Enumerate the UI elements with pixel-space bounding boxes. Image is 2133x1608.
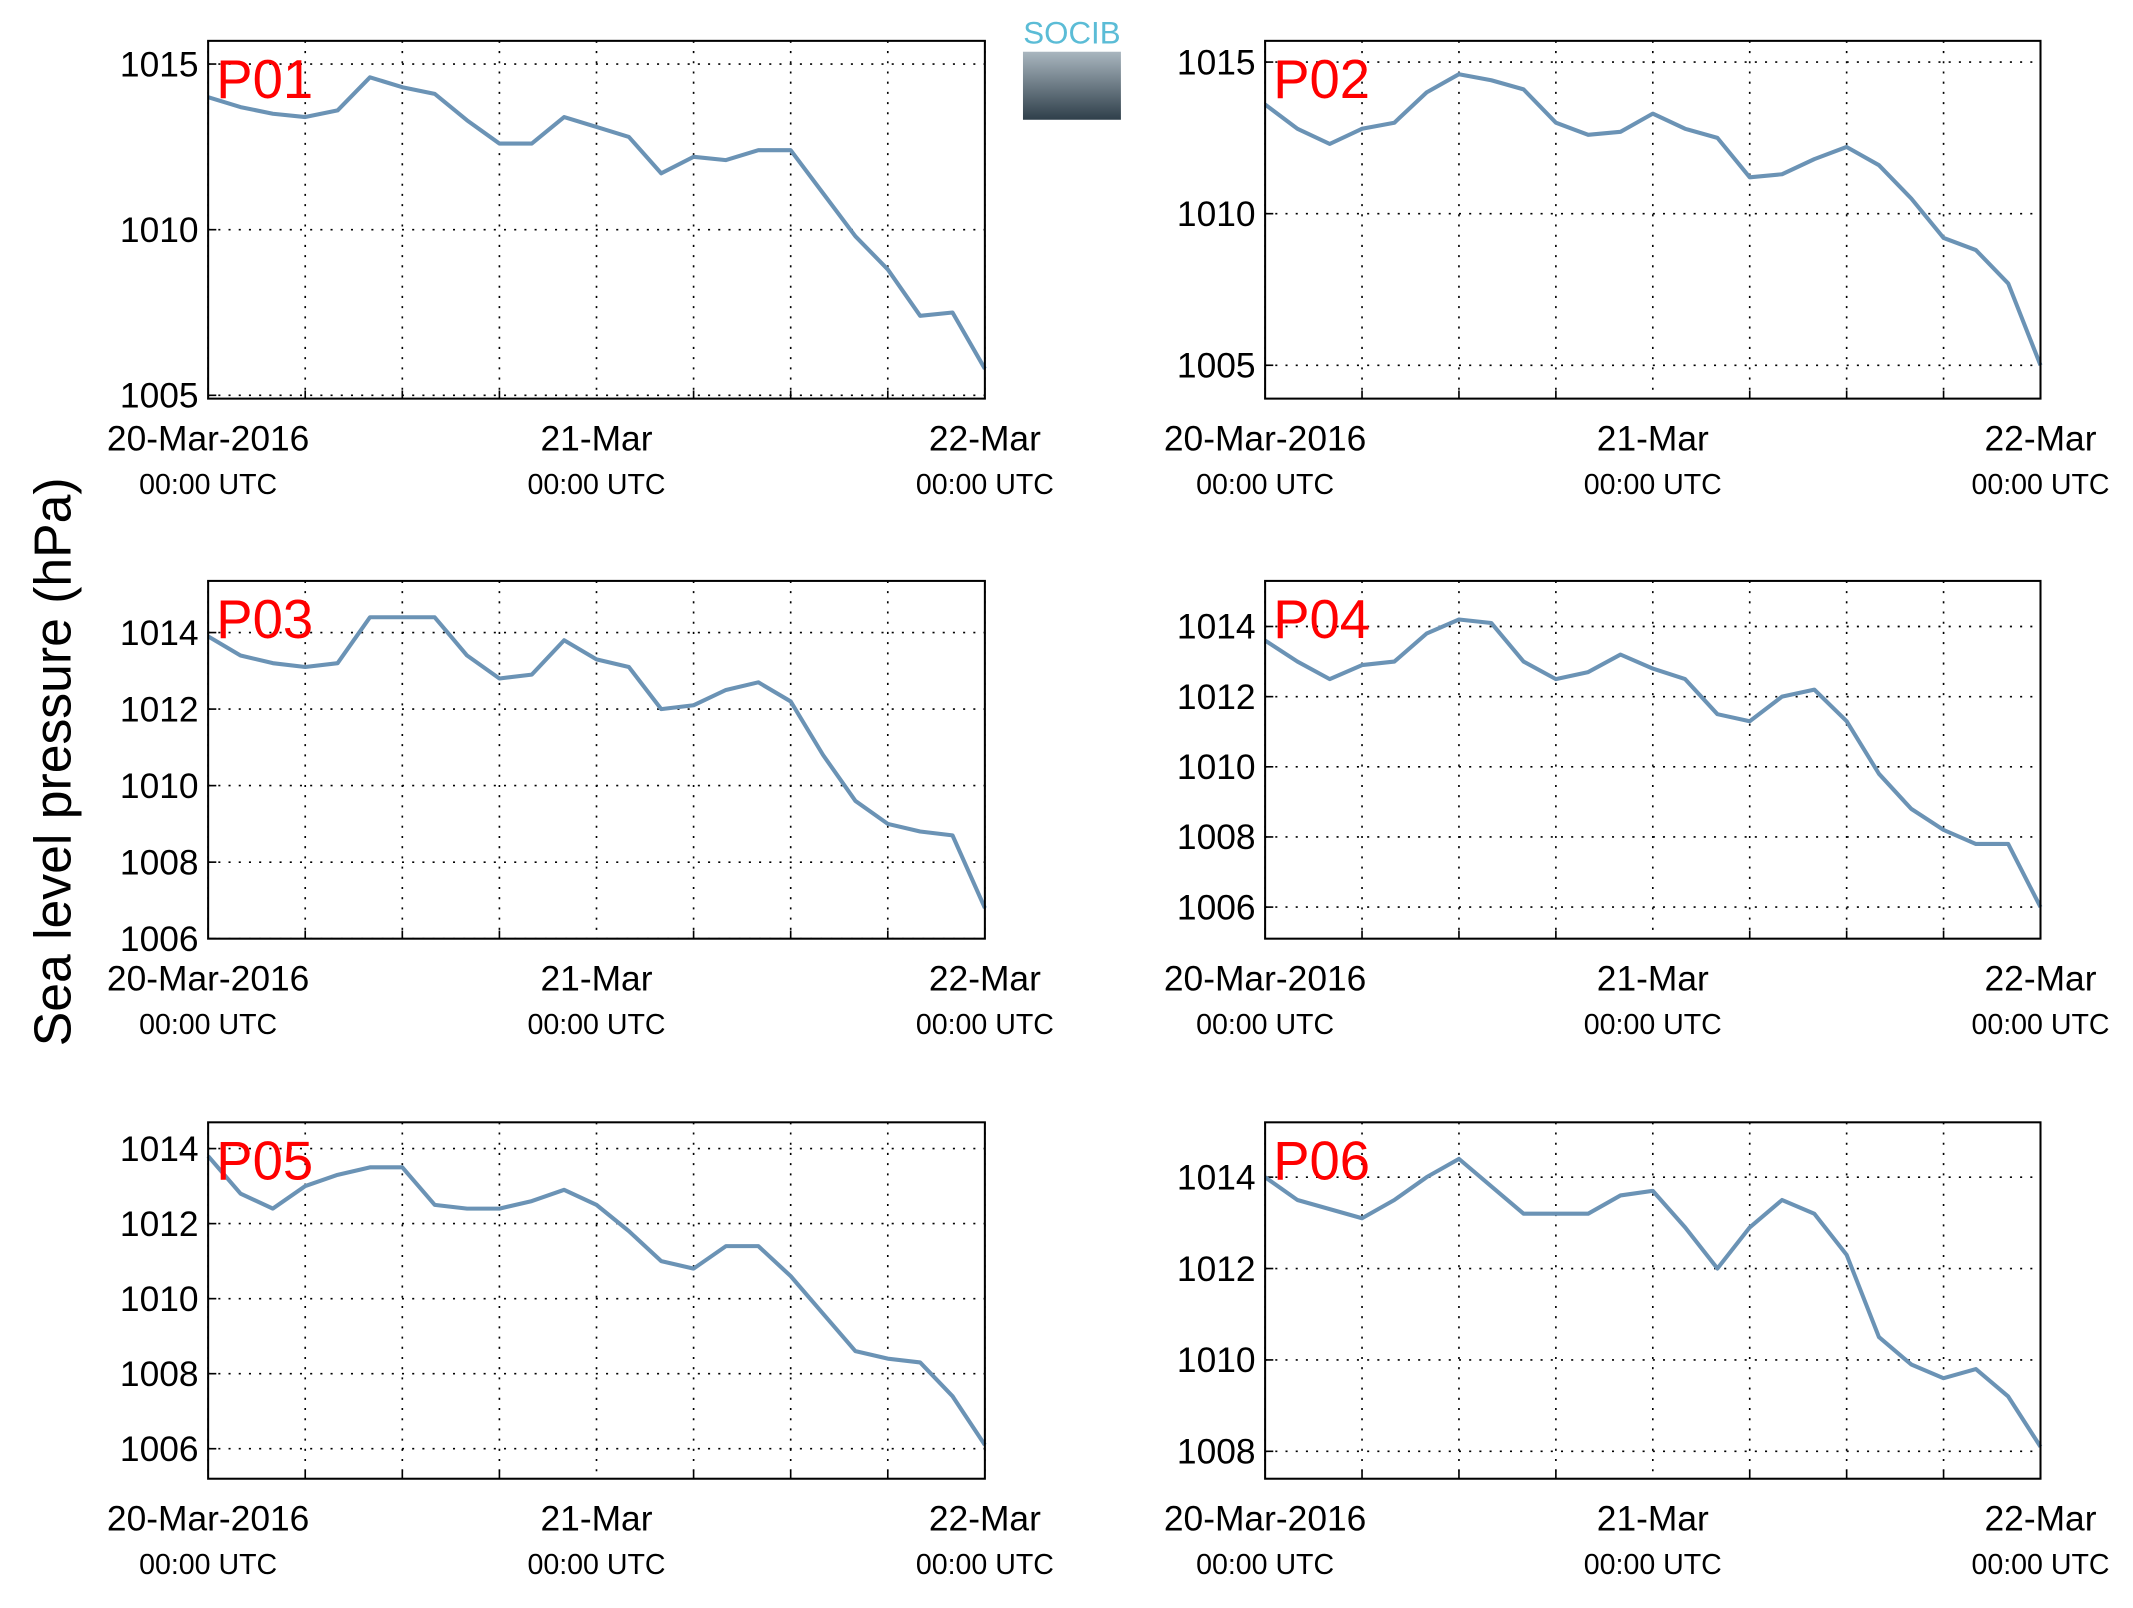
- y-tick-label: 1008: [1177, 1433, 1256, 1472]
- logo-text: SOCIB: [1023, 16, 1120, 51]
- plot-area: [208, 580, 985, 939]
- y-tick-label: 1014: [1177, 608, 1256, 647]
- x-tick-label: 20-Mar-2016: [107, 419, 309, 458]
- y-tick-label: 1010: [1177, 748, 1256, 787]
- plot-frame: [1264, 579, 2042, 940]
- panel-title: P06: [1273, 1130, 1370, 1191]
- pressure-line: [207, 75, 987, 370]
- plot-area: [208, 1122, 985, 1479]
- y-tick-label: 1010: [120, 767, 199, 806]
- x-tick-label: 21-Mar: [540, 419, 652, 458]
- x-tick-sublabel: 00:00 UTC: [1196, 1549, 1334, 1581]
- plot-area: [1265, 1122, 2041, 1479]
- pressure-line: [1263, 617, 2043, 909]
- y-tick-label: 1010: [120, 1280, 199, 1319]
- x-tick-sublabel: 00:00 UTC: [916, 1549, 1054, 1581]
- y-tick-label: 1005: [120, 377, 199, 416]
- panel-title: P05: [216, 1130, 313, 1191]
- plot-frame: [207, 579, 986, 940]
- x-tick-label: 21-Mar: [1597, 419, 1709, 458]
- y-tick-label: 1012: [120, 690, 199, 729]
- x-tick-label: 21-Mar: [1597, 1499, 1709, 1538]
- y-tick-label: 1012: [1177, 1250, 1256, 1289]
- x-tick-sublabel: 00:00 UTC: [1196, 469, 1334, 501]
- pressure-line: [1263, 1156, 2043, 1448]
- x-tick-label: 22-Mar: [1984, 959, 2096, 998]
- y-tick-label: 1010: [120, 211, 199, 250]
- x-tick-label: 22-Mar: [929, 959, 1041, 998]
- pressure-line: [1263, 72, 2043, 367]
- y-tick-label: 1008: [1177, 818, 1256, 857]
- y-tick-label: 1008: [120, 1355, 199, 1394]
- plot-area: [208, 40, 985, 399]
- y-tick-label: 1006: [120, 1430, 199, 1469]
- panel-title: P04: [1273, 589, 1370, 650]
- x-tick-sublabel: 00:00 UTC: [1584, 469, 1722, 501]
- x-tick-label: 22-Mar: [1984, 1499, 2096, 1538]
- plot-frame: [207, 1121, 986, 1480]
- x-tick-sublabel: 00:00 UTC: [139, 469, 277, 501]
- x-tick-sublabel: 00:00 UTC: [1971, 469, 2109, 501]
- plot-area: [1265, 40, 2041, 399]
- y-tick-label: 1006: [1177, 888, 1256, 927]
- x-tick-sublabel: 00:00 UTC: [139, 1009, 277, 1041]
- logo-box: [1022, 51, 1121, 120]
- x-tick-label: 20-Mar-2016: [1164, 419, 1366, 458]
- y-tick-label: 1005: [1177, 347, 1256, 386]
- x-tick-sublabel: 00:00 UTC: [916, 1009, 1054, 1041]
- x-tick-label: 20-Mar-2016: [1164, 1499, 1366, 1538]
- y-tick-label: 1015: [120, 45, 199, 84]
- y-tick-label: 1014: [120, 614, 199, 653]
- x-tick-sublabel: 00:00 UTC: [1584, 1009, 1722, 1041]
- y-axis-label: Sea level pressure (hPa): [24, 477, 82, 1046]
- y-tick-label: 1012: [1177, 678, 1256, 717]
- x-tick-sublabel: 00:00 UTC: [139, 1549, 277, 1581]
- x-tick-label: 20-Mar-2016: [107, 959, 309, 998]
- y-tick-label: 1014: [1177, 1158, 1256, 1197]
- x-tick-sublabel: 00:00 UTC: [527, 1009, 665, 1041]
- x-tick-label: 22-Mar: [1984, 419, 2096, 458]
- x-tick-label: 21-Mar: [540, 959, 652, 998]
- plot-area: [1265, 580, 2041, 939]
- x-tick-sublabel: 00:00 UTC: [1971, 1549, 2109, 1581]
- x-tick-sublabel: 00:00 UTC: [1196, 1009, 1334, 1041]
- x-tick-label: 22-Mar: [929, 419, 1041, 458]
- x-tick-label: 20-Mar-2016: [1164, 959, 1366, 998]
- pressure-line: [206, 1154, 987, 1447]
- y-tick-label: 1010: [1177, 195, 1256, 234]
- x-tick-label: 21-Mar: [540, 1499, 652, 1538]
- y-tick-label: 1012: [120, 1205, 199, 1244]
- y-tick-label: 1015: [1177, 43, 1256, 82]
- plot-frame: [1264, 39, 2042, 400]
- y-tick-label: 1008: [120, 843, 199, 882]
- y-tick-label: 1010: [1177, 1341, 1256, 1380]
- panel-title: P01: [216, 49, 313, 110]
- x-tick-sublabel: 00:00 UTC: [527, 469, 665, 501]
- y-tick-label: 1006: [120, 920, 199, 959]
- x-tick-label: 20-Mar-2016: [107, 1499, 309, 1538]
- x-tick-sublabel: 00:00 UTC: [1971, 1009, 2109, 1041]
- plot-frame: [1264, 1121, 2042, 1480]
- y-tick-label: 1014: [120, 1130, 199, 1169]
- x-tick-sublabel: 00:00 UTC: [1584, 1549, 1722, 1581]
- x-tick-label: 22-Mar: [929, 1499, 1041, 1538]
- panel-title: P03: [216, 589, 313, 650]
- x-tick-sublabel: 00:00 UTC: [916, 469, 1054, 501]
- pressure-line: [207, 615, 987, 909]
- plot-frame: [207, 39, 986, 400]
- x-tick-label: 21-Mar: [1597, 959, 1709, 998]
- x-tick-sublabel: 00:00 UTC: [527, 1549, 665, 1581]
- panel-title: P02: [1273, 49, 1370, 110]
